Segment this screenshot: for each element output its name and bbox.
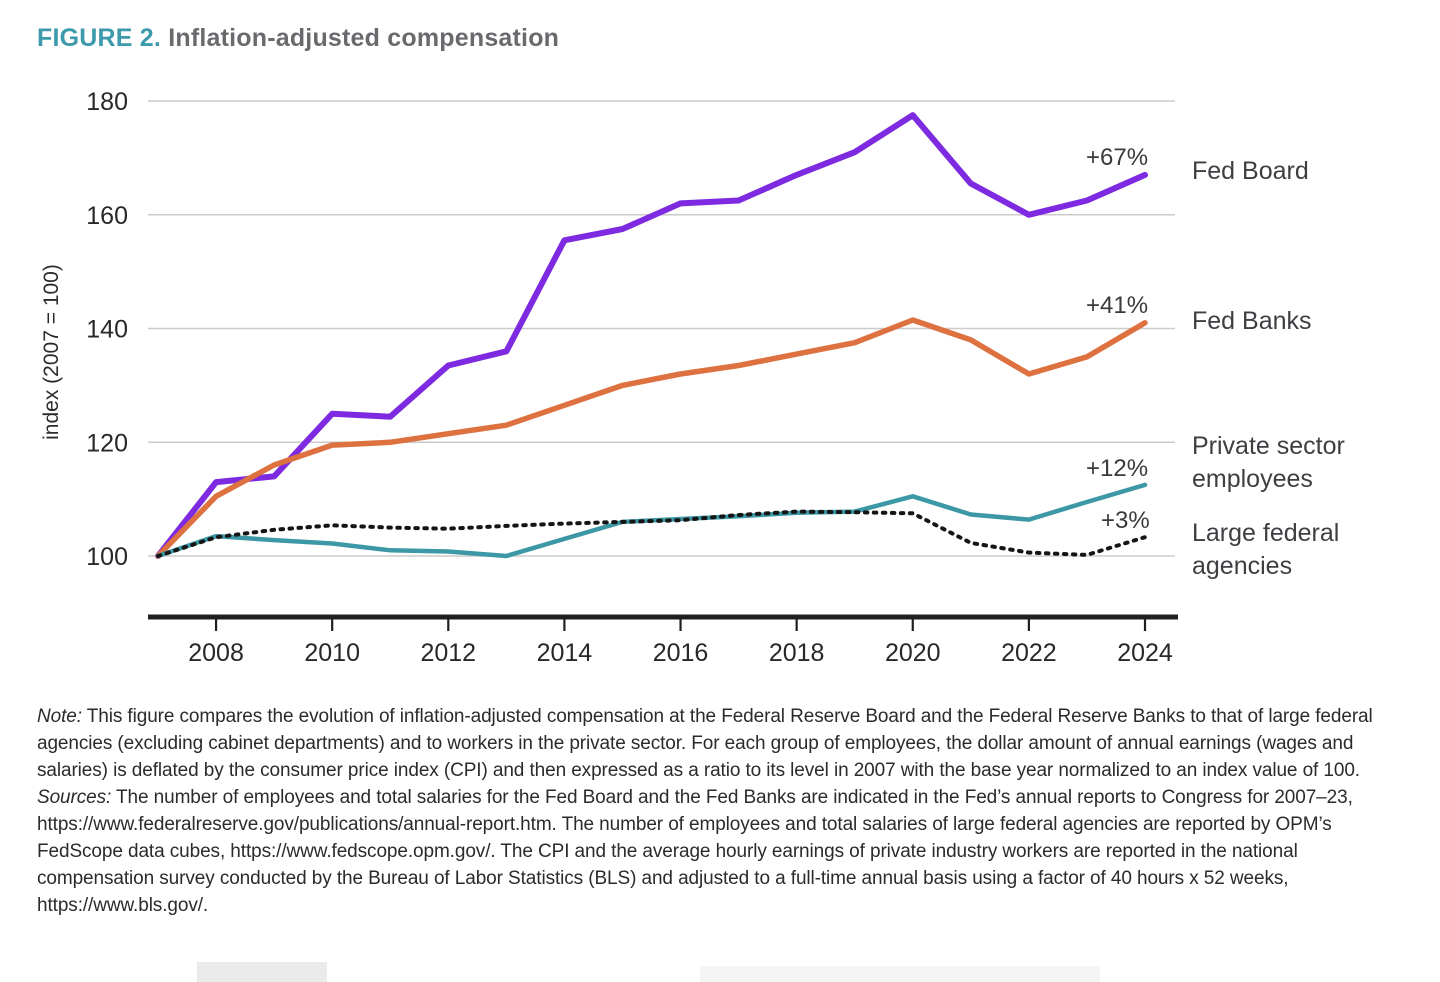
figure-caption: Inflation-adjusted compensation: [168, 24, 560, 52]
figure-notes: Note: This figure compares the evolution…: [37, 703, 1387, 919]
figure-number: FIGURE 2.: [37, 24, 162, 52]
x-tick-label-2018: 2018: [769, 639, 825, 667]
x-tick-label-2016: 2016: [653, 639, 709, 667]
x-tick-label-2010: 2010: [304, 639, 360, 667]
y-axis-label: index (2007 = 100): [40, 264, 63, 440]
annotation-federal-agencies: +3%: [1101, 507, 1150, 534]
note-paragraph: Note: This figure compares the evolution…: [37, 703, 1387, 784]
x-tick-label-2012: 2012: [420, 639, 476, 667]
x-tick-label-2020: 2020: [885, 639, 941, 667]
annotation-fed-board: +67%: [1086, 144, 1149, 171]
y-tick-label-140: 140: [86, 316, 128, 344]
sources-text: The number of employees and total salari…: [37, 787, 1353, 916]
legend-private-sector-line2: employees: [1192, 465, 1313, 493]
legend-private-sector: Private sector employees: [1192, 430, 1345, 496]
y-tick-label-180: 180: [86, 88, 128, 116]
legend-federal-agencies-line2: agencies: [1192, 552, 1293, 580]
legend-fed-board: Fed Board: [1192, 157, 1309, 185]
series-line-fed-banks: [155, 317, 1148, 559]
x-tick-label-2008: 2008: [188, 639, 244, 667]
legend-federal-agencies: Large federal agencies: [1192, 517, 1339, 583]
note-text: This figure compares the evolution of in…: [37, 706, 1373, 781]
sources-label: Sources:: [37, 787, 112, 808]
legend-fed-banks: Fed Banks: [1192, 307, 1312, 335]
page-edge-artifact: [197, 962, 327, 982]
note-label: Note:: [37, 706, 82, 727]
annotation-private-sector: +12%: [1086, 455, 1149, 482]
series-line-fed-board: [155, 112, 1148, 559]
x-tick-label-2024: 2024: [1117, 639, 1173, 667]
figure-title: FIGURE 2. Inflation-adjusted compensatio…: [37, 24, 559, 53]
x-tick-label-2022: 2022: [1001, 639, 1057, 667]
y-tick-label-160: 160: [86, 202, 128, 230]
x-tick-label-2014: 2014: [537, 639, 593, 667]
legend-private-sector-line1: Private sector: [1192, 432, 1345, 460]
legend-federal-agencies-line1: Large federal: [1192, 519, 1340, 547]
page-edge-artifact: [700, 966, 1100, 982]
series-line-large-federal-agencies: [156, 509, 1147, 558]
annotation-fed-banks: +41%: [1086, 292, 1149, 319]
y-tick-label-100: 100: [86, 543, 128, 571]
compensation-line-chart: 100 120 140 160 180 2008 2010 2012 2014 2016 2018 2…: [86, 88, 1178, 667]
sources-paragraph: Sources: The number of employees and tot…: [37, 784, 1387, 919]
y-tick-label-120: 120: [86, 429, 128, 457]
